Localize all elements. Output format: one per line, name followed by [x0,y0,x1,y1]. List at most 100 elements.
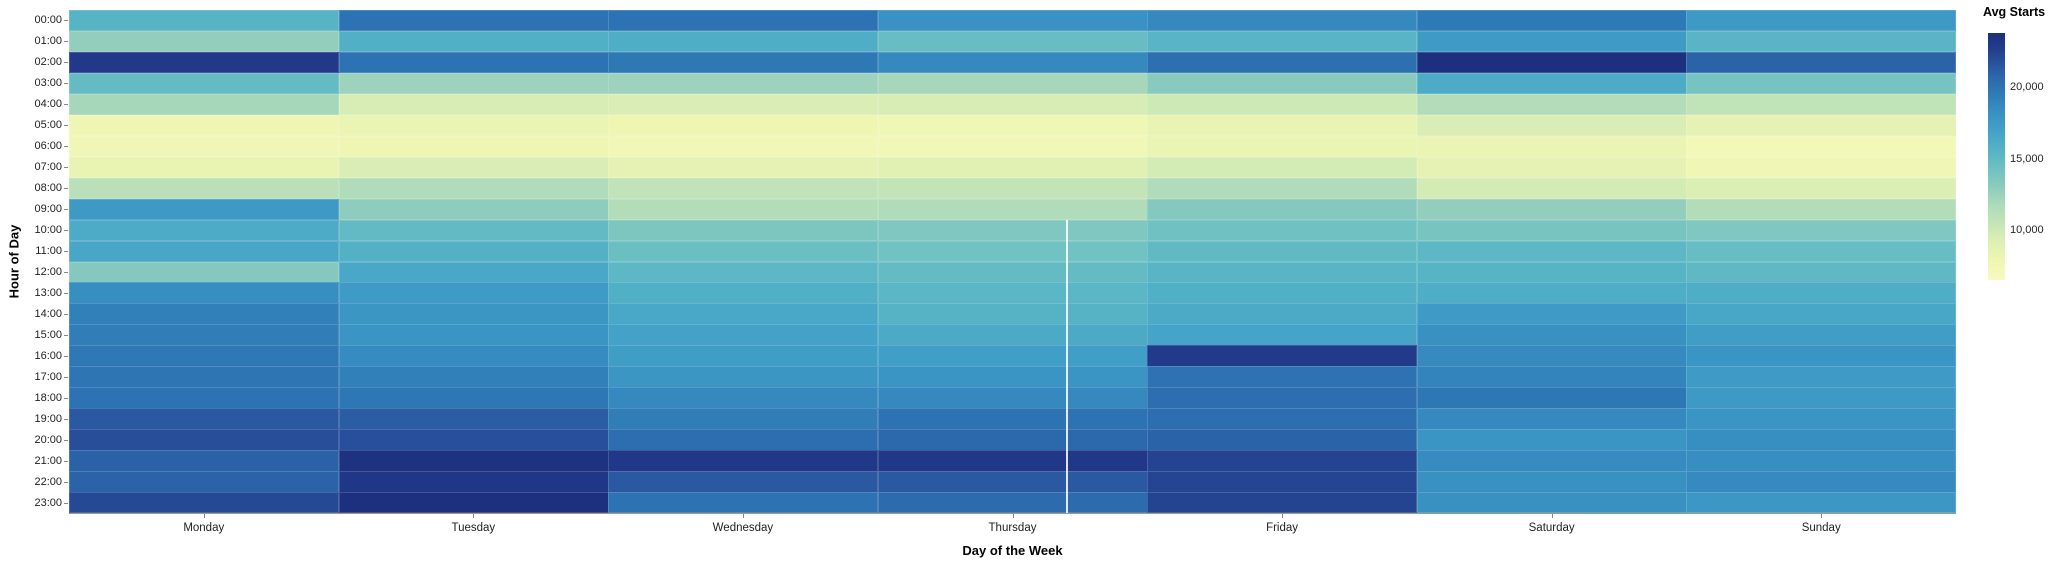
heatmap-cell [877,135,1148,158]
x-tick-mark [473,513,475,518]
x-tick-label: Friday [1266,522,1299,534]
heatmap-cell [338,366,609,388]
heatmap-cell [338,387,609,409]
heatmap-cell [338,345,609,367]
heatmap-cell [1147,324,1418,346]
x-tick-mark [1282,513,1284,518]
heatmap-cell [69,429,340,451]
y-tick-mark [63,481,68,483]
heatmap-cell [69,387,340,409]
heatmap-cell [1686,303,1957,325]
y-tick-label: 01:00 [34,35,62,48]
heatmap-cell [1416,261,1687,283]
y-tick-mark [63,292,68,294]
y-tick-mark [63,502,68,504]
heatmap-cell [1147,198,1418,221]
heatmap-cell [1147,51,1418,74]
heatmap-cell [338,114,609,137]
heatmap-cell [1416,30,1687,53]
heatmap-cell [1686,93,1957,116]
y-tick-label: 05:00 [34,119,62,132]
y-tick-mark [63,334,68,336]
heatmap-cell [608,114,879,137]
x-tick-mark [1821,513,1823,518]
heatmap-cell [1686,51,1957,74]
y-tick-mark [63,271,68,273]
heatmap-cell [1416,345,1687,367]
y-tick-label: 15:00 [34,328,62,341]
heatmap-cell [338,219,609,242]
heatmap-cell [877,366,1148,388]
heatmap-cell [1686,471,1957,493]
y-tick-label: 03:00 [34,77,62,90]
y-tick-mark [63,41,68,43]
y-tick-mark [63,104,68,106]
heatmap-cell [1416,240,1687,262]
heatmap-cell [1686,219,1957,242]
heatmap-cell [1686,387,1957,409]
x-axis-domain-line [69,513,1956,514]
heatmap-cell [608,219,879,242]
heatmap-cell [338,282,609,304]
y-tick-mark [63,251,68,253]
heatmap-cell [1416,450,1687,472]
heatmap-cell [608,471,879,493]
y-tick-label: 06:00 [34,140,62,153]
y-tick-mark [63,20,68,22]
heatmap-cell [69,282,340,304]
y-axis-title: Hour of Day [0,225,74,299]
y-tick-label: 17:00 [34,370,62,383]
heatmap-cell [877,324,1148,346]
heatmap-cell [1147,408,1418,430]
heatmap-cell [1686,429,1957,451]
y-tick-mark [63,209,68,211]
y-tick-mark [63,83,68,85]
x-tick-mark [203,513,205,518]
heatmap-cell [1147,219,1418,242]
heatmap-cell [1147,240,1418,262]
x-tick-label: Sunday [1801,522,1841,534]
heatmap-cell [69,219,340,242]
heatmap-cell [69,114,340,137]
y-tick-label: 09:00 [34,203,62,216]
heatmap-cell [69,198,340,221]
heatmap-cell [1686,30,1957,53]
heatmap-cell [1416,408,1687,430]
heatmap-cell [69,471,340,493]
heatmap-cell [69,324,340,346]
y-tick-mark [63,397,68,399]
heatmap-cell [1147,10,1418,32]
heatmap-cell [338,429,609,451]
heatmap-cell [877,345,1148,367]
heatmap-cell [1686,492,1957,514]
heatmap-cell [69,51,340,74]
heatmap-cell [1147,492,1418,514]
heatmap-cell [1416,387,1687,409]
heatmap-cell [608,51,879,74]
heatmap-cell [1686,114,1957,137]
heatmap-cell [608,324,879,346]
heatmap-cell [1147,261,1418,283]
heatmap-cell [1416,429,1687,451]
y-tick-label: 13:00 [34,286,62,299]
heatmap-cell [877,198,1148,221]
x-tick-label: Saturday [1528,522,1575,534]
heatmap-cell [1686,198,1957,221]
heatmap-cell [69,345,340,367]
x-tick-mark [1551,513,1553,518]
heatmap-cell [1686,345,1957,367]
heatmap-cell [338,72,609,95]
heatmap-cell [338,135,609,158]
heatmap-cell [877,177,1148,200]
heatmap-cell [1686,366,1957,388]
heatmap-cell [69,30,340,53]
heatmap-cell [1147,135,1418,158]
x-tick-mark [1012,513,1014,518]
heatmap-cell [608,156,879,179]
heatmap-cell [877,387,1148,409]
heatmap-cell [608,177,879,200]
heatmap-cell [608,408,879,430]
heatmap-cell [608,240,879,262]
heatmap-cell [877,408,1148,430]
